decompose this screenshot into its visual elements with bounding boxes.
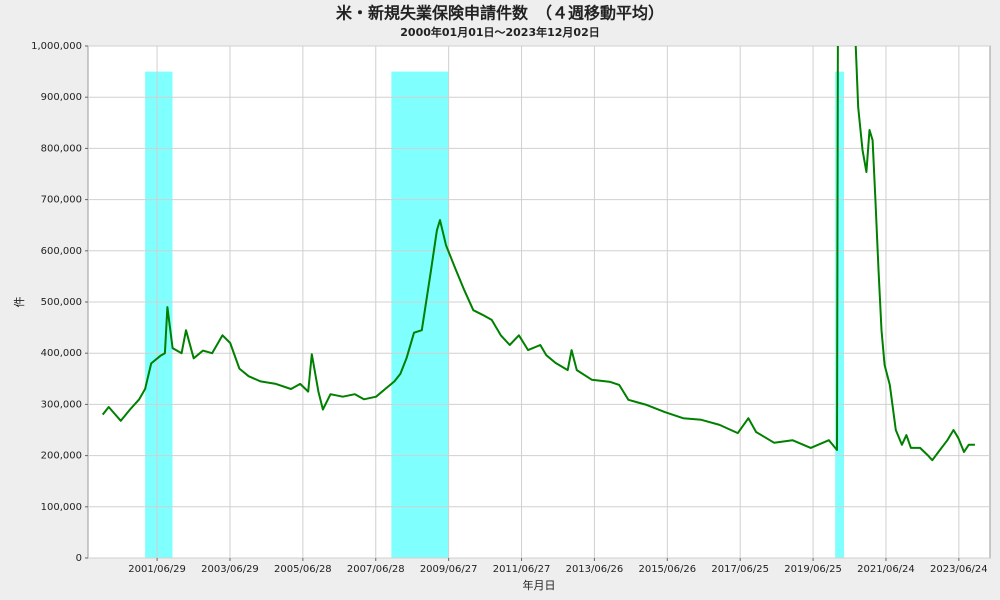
y-tick-label: 900,000 [41,92,82,103]
x-tick-label: 2021/06/24 [857,564,915,575]
data-line [101,46,975,462]
y-tick-label: 700,000 [41,195,82,206]
line-layer [101,46,975,462]
y-tick-label: 300,000 [41,399,82,410]
y-tick-label: 400,000 [41,348,82,359]
x-tick-label: 2007/06/28 [347,564,405,575]
y-tick-label: 600,000 [41,246,82,257]
x-tick-label: 2011/06/27 [493,564,551,575]
x-tick-label: 2003/06/29 [201,564,259,575]
x-tick-label: 2015/06/26 [638,564,696,575]
y-tick-label: 100,000 [41,502,82,513]
x-tick-label: 2019/06/25 [784,564,842,575]
grid-layer [88,45,990,559]
y-tick-label: 0 [76,553,82,564]
chart-subtitle: 2000年01月01日～2023年12月02日 [400,25,599,39]
y-tick-label: 1,000,000 [31,41,82,52]
y-tick-label: 200,000 [41,451,82,462]
x-tick-label: 2005/06/28 [274,564,332,575]
x-tick-label: 2017/06/25 [711,564,769,575]
x-axis-label: 年月日 [523,578,556,592]
x-tick-label: 2009/06/27 [420,564,478,575]
y-tick-label: 500,000 [41,297,82,308]
y-tick-label: 800,000 [41,143,82,154]
chart-title: 米・新規失業保険申請件数 （４週移動平均） [336,4,664,23]
x-tick-label: 2013/06/26 [566,564,624,575]
x-tick-label: 2023/06/24 [930,564,988,575]
recession-band [391,71,449,558]
x-tick-label: 2001/06/29 [128,564,186,575]
y-axis-label: 件 [13,297,26,308]
recession-band [835,71,845,558]
